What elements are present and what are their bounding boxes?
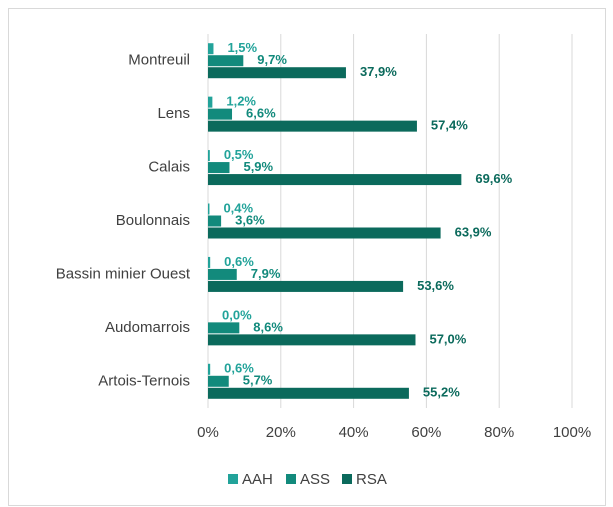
- bar: [208, 174, 462, 186]
- bar: [208, 150, 210, 162]
- value-label: 3,6%: [235, 212, 265, 227]
- x-tick-label: 20%: [266, 424, 296, 441]
- value-label: 6,6%: [246, 106, 276, 121]
- value-label: 37,9%: [360, 64, 397, 79]
- chart-frame: [8, 8, 606, 506]
- category-label: Calais: [148, 159, 190, 176]
- legend-label: ASS: [300, 471, 330, 488]
- value-label: 0,0%: [222, 307, 252, 322]
- bar: [208, 256, 211, 268]
- bar: [208, 363, 211, 375]
- bar: [208, 322, 240, 334]
- bar: [208, 387, 409, 399]
- value-label: 0,4%: [223, 200, 253, 215]
- bar: [208, 227, 441, 239]
- legend-label: RSA: [356, 471, 387, 488]
- value-label: 0,6%: [224, 361, 254, 376]
- value-label: 8,6%: [253, 319, 283, 334]
- bar: [208, 162, 230, 174]
- bar: [208, 43, 214, 55]
- x-tick-label: 60%: [411, 424, 441, 441]
- category-label: Artois-Ternois: [98, 372, 190, 389]
- value-label: 63,9%: [455, 224, 492, 239]
- value-label: 7,9%: [251, 266, 281, 281]
- bar: [208, 55, 244, 67]
- legend-label: AAH: [242, 471, 273, 488]
- bar: [208, 215, 222, 227]
- x-tick-label: 0%: [197, 424, 219, 441]
- bar: [208, 203, 210, 215]
- category-label: Bassin minier Ouest: [56, 265, 191, 282]
- bar: [208, 108, 233, 120]
- bar: [208, 280, 404, 292]
- bar: [208, 67, 346, 79]
- value-label: 1,2%: [226, 94, 256, 109]
- bar: [208, 120, 417, 132]
- legend-swatch: [286, 474, 296, 484]
- category-label: Montreuil: [128, 52, 190, 69]
- bar: [208, 334, 416, 346]
- value-label: 5,9%: [243, 159, 273, 174]
- value-label: 57,4%: [431, 118, 468, 133]
- value-label: 53,6%: [417, 278, 454, 293]
- value-label: 5,7%: [243, 373, 273, 388]
- category-label: Audomarrois: [105, 319, 190, 336]
- x-tick-label: 100%: [553, 424, 591, 441]
- value-label: 1,5%: [227, 40, 257, 55]
- value-label: 55,2%: [423, 385, 460, 400]
- value-label: 0,5%: [224, 147, 254, 162]
- bar: [208, 268, 237, 280]
- legend-swatch: [228, 474, 238, 484]
- value-label: 57,0%: [429, 331, 466, 346]
- category-label: Lens: [157, 105, 190, 122]
- bar: [208, 375, 229, 387]
- category-label: Boulonnais: [116, 212, 190, 229]
- bar: [208, 96, 213, 108]
- legend-swatch: [342, 474, 352, 484]
- x-tick-label: 80%: [484, 424, 514, 441]
- x-tick-label: 40%: [339, 424, 369, 441]
- value-label: 0,6%: [224, 254, 254, 269]
- value-label: 69,6%: [475, 171, 512, 186]
- value-label: 9,7%: [257, 52, 287, 67]
